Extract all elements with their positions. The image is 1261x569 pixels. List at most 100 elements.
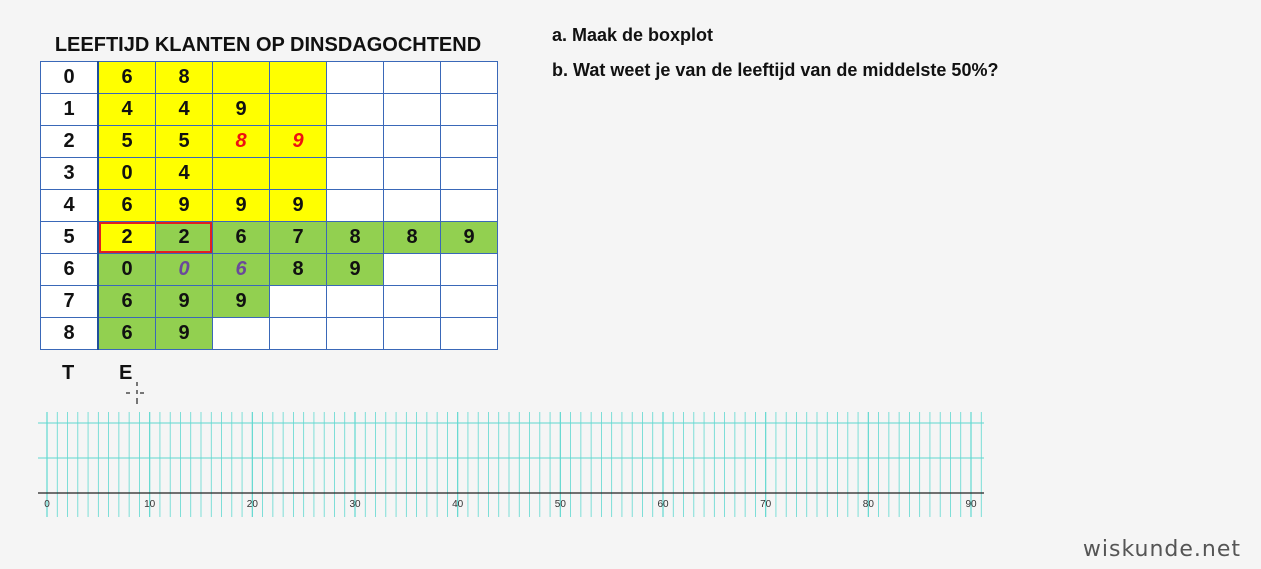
table-title: LEEFTIJD KLANTEN OP DINSDAGOCHTEND — [54, 34, 482, 56]
axis-tick-label: 30 — [349, 499, 361, 510]
leaf-cell — [440, 157, 498, 190]
leaf-cell: 6 — [97, 317, 156, 350]
grid-lines — [38, 412, 984, 517]
leaf-cell — [383, 189, 441, 222]
leaf-cell — [440, 61, 498, 94]
stem-cell: 5 — [40, 221, 99, 254]
leaf-cell-highlight: 8 — [212, 125, 270, 158]
leaf-cell — [383, 125, 441, 158]
leaf-cell — [269, 93, 327, 126]
leaf-cell — [383, 317, 441, 350]
axis-tick-label: 20 — [247, 499, 259, 510]
leaf-cell: 9 — [155, 317, 213, 350]
leaf-cell: 9 — [212, 93, 270, 126]
stem-cell: 0 — [40, 61, 99, 94]
leaf-cell: 9 — [269, 189, 327, 222]
axis-labels: 0 10 20 30 40 50 60 70 80 90 — [44, 499, 977, 510]
leaf-cell: 4 — [155, 93, 213, 126]
axis-tick-label: 40 — [452, 499, 464, 510]
axis-tick-label: 10 — [144, 499, 156, 510]
leaf-cell: 9 — [212, 285, 270, 318]
crosshair-cursor-icon — [126, 382, 144, 404]
leaf-cell-highlight: 6 — [212, 253, 270, 286]
table-row: 8 6 9 — [40, 317, 498, 350]
leaf-cell — [326, 93, 384, 126]
leaf-cell — [212, 157, 270, 190]
leaf-cell — [383, 61, 441, 94]
leaf-cell: 8 — [269, 253, 327, 286]
leaf-cell — [269, 61, 327, 94]
stem-cell: 6 — [40, 253, 99, 286]
leaf-cell: 6 — [97, 285, 156, 318]
leaf-cell — [383, 93, 441, 126]
stem-leaf-table: 0 6 8 1 4 4 9 2 5 5 8 9 — [40, 61, 498, 350]
brand-watermark: wiskunde.net — [1082, 537, 1241, 562]
leaf-cell-highlight: 0 — [155, 253, 213, 286]
question-b: b. Wat weet je van de leeftijd van de mi… — [552, 60, 999, 80]
table-row: 2 5 5 8 9 — [40, 125, 498, 158]
leaf-cell: 6 — [212, 221, 270, 254]
leaf-cell: 0 — [97, 253, 156, 286]
leaf-cell: 0 — [97, 157, 156, 190]
leaf-cell — [269, 285, 327, 318]
leaf-cell: 4 — [155, 157, 213, 190]
stem-cell: 1 — [40, 93, 99, 126]
leaf-cell: 6 — [97, 189, 156, 222]
table-row: 3 0 4 — [40, 157, 498, 190]
table-row: 6 0 0 6 8 9 — [40, 253, 498, 286]
leaf-cell: 8 — [326, 221, 384, 254]
leaf-cell — [326, 317, 384, 350]
stem-cell: 2 — [40, 125, 99, 158]
leaf-cell — [383, 157, 441, 190]
table-row: 5 2 2 6 7 8 8 9 — [40, 221, 498, 254]
leaf-cell: 6 — [97, 61, 156, 94]
leaf-cell — [326, 61, 384, 94]
stem-cell: 4 — [40, 189, 99, 222]
leaf-cell: 9 — [326, 253, 384, 286]
leaf-cell — [326, 125, 384, 158]
leaf-cell — [269, 157, 327, 190]
leaf-cell — [440, 93, 498, 126]
axis-tick-label: 90 — [965, 499, 977, 510]
leaf-cell — [212, 61, 270, 94]
table-row: 7 6 9 9 — [40, 285, 498, 318]
leaf-cell-median: 2 — [155, 221, 213, 254]
leaf-cell-highlight: 9 — [269, 125, 327, 158]
leaf-cell: 4 — [97, 93, 156, 126]
leaf-cell — [212, 317, 270, 350]
stem-cell: 3 — [40, 157, 99, 190]
leaf-cell: 8 — [155, 61, 213, 94]
leaf-cell: 8 — [383, 221, 441, 254]
leaf-cell — [440, 125, 498, 158]
question-a: a. Maak de boxplot — [552, 25, 714, 45]
leaf-cell: 9 — [155, 189, 213, 222]
leaf-cell — [326, 157, 384, 190]
table-row: 4 6 9 9 9 — [40, 189, 498, 222]
axis-tick-label: 80 — [863, 499, 875, 510]
table-row: 0 6 8 — [40, 61, 498, 94]
leaf-cell — [440, 317, 498, 350]
leaf-cell: 5 — [97, 125, 156, 158]
leaf-cell — [383, 285, 441, 318]
stem-cell: 8 — [40, 317, 99, 350]
leaf-cell — [440, 285, 498, 318]
leaf-cell: 9 — [440, 221, 498, 254]
axis-tick-label: 0 — [44, 499, 50, 510]
leaf-cell — [269, 317, 327, 350]
leaf-cell — [440, 189, 498, 222]
stem-cell: 7 — [40, 285, 99, 318]
stem-column-label: T — [62, 362, 75, 384]
leaf-cell — [326, 189, 384, 222]
leaf-cell — [326, 285, 384, 318]
leaf-cell: 9 — [155, 285, 213, 318]
number-line-grid: 0 10 20 30 40 50 60 70 80 90 — [38, 412, 984, 517]
leaf-cell-median: 2 — [97, 221, 156, 254]
axis-tick-label: 50 — [555, 499, 567, 510]
leaf-column-label: E — [119, 362, 133, 384]
leaf-cell — [383, 253, 441, 286]
axis-tick-label: 70 — [760, 499, 772, 510]
leaf-cell: 9 — [212, 189, 270, 222]
axis-tick-label: 60 — [657, 499, 669, 510]
table-row: 1 4 4 9 — [40, 93, 498, 126]
leaf-cell — [440, 253, 498, 286]
